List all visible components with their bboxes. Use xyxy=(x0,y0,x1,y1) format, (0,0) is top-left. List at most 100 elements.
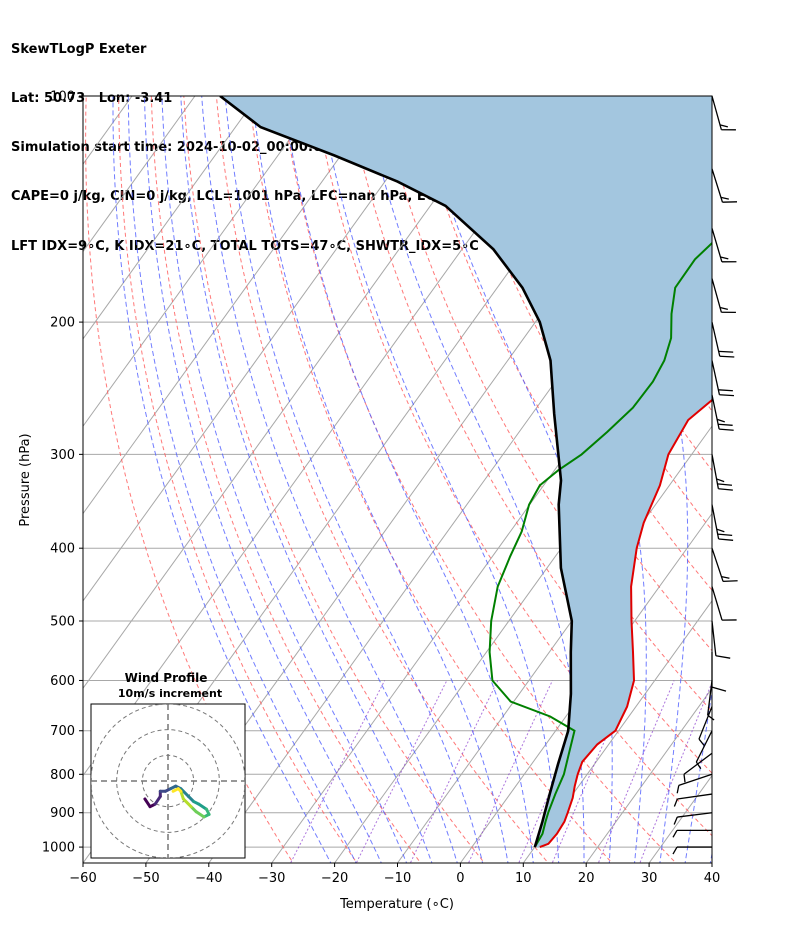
wind-barb-staff xyxy=(698,706,713,740)
wind-barb-flag xyxy=(673,816,678,825)
x-tick-label: −50 xyxy=(132,871,159,886)
wind-barb xyxy=(673,793,713,807)
x-tick-label: −10 xyxy=(384,871,411,886)
wind-barb-staff xyxy=(677,812,713,818)
y-tick-label: 300 xyxy=(50,448,75,463)
wind-barb-staff xyxy=(678,773,713,786)
temperature-line xyxy=(539,398,712,849)
y-tick-label: 1000 xyxy=(42,841,75,856)
wind-barb-flag xyxy=(717,533,733,537)
wind-barb-flag xyxy=(718,350,734,353)
wind-barb xyxy=(672,846,712,855)
moist-adiabat xyxy=(282,96,534,863)
dry-adiabat xyxy=(183,96,486,863)
wind-barb xyxy=(711,504,734,541)
y-tick-label: 400 xyxy=(50,542,75,557)
wind-barb-flag xyxy=(672,830,678,838)
x-tick-label: −20 xyxy=(321,871,348,886)
moist-adiabat xyxy=(362,96,585,863)
isotherm-line xyxy=(0,96,6,863)
mixing-ratio-line xyxy=(290,680,386,863)
wind-barb xyxy=(711,620,731,659)
moist-adiabat xyxy=(318,96,560,863)
chart-title: SkewTLogP Exeter xyxy=(11,41,147,57)
wind-barb-staff xyxy=(711,95,722,130)
isotherm-line xyxy=(775,96,794,863)
hodograph-inset: Wind Profile 10m/s increment xyxy=(90,671,246,859)
location-line: Lat: 50.73 Lon: -3.41 xyxy=(11,91,173,107)
dry-adiabat xyxy=(346,96,712,774)
wind-barb xyxy=(711,652,727,692)
hodograph-segment xyxy=(153,794,162,806)
wind-barb-staff xyxy=(711,228,723,263)
moist-adiabat xyxy=(112,96,332,863)
y-tick-label: 600 xyxy=(50,674,75,689)
wind-barbs xyxy=(672,95,738,855)
y-tick-label: 700 xyxy=(50,724,75,739)
moist-adiabat xyxy=(127,96,357,863)
hodograph-title: Wind Profile xyxy=(125,671,208,685)
wind-barb xyxy=(698,706,713,746)
wind-barb-flag xyxy=(721,576,730,579)
hodograph-segment xyxy=(179,787,191,798)
wind-barb-staff xyxy=(695,730,713,763)
grid-layer xyxy=(0,79,794,866)
wind-barb-flag xyxy=(719,124,729,128)
dewpoint-line xyxy=(488,241,712,848)
mixing-ratio-line xyxy=(467,680,553,863)
x-tick-label: 0 xyxy=(456,871,464,886)
wind-barb-flag xyxy=(719,306,729,311)
x-tick-label: 20 xyxy=(578,871,595,886)
wind-barb-flag xyxy=(718,488,733,491)
wind-barb-flag xyxy=(716,418,725,423)
moist-adiabat xyxy=(415,96,613,863)
wind-barb-flag xyxy=(673,798,678,807)
hodograph-body xyxy=(91,704,245,858)
wind-barb-flag xyxy=(711,686,727,692)
wind-barb-staff xyxy=(711,620,717,656)
isotherm-line xyxy=(83,96,196,253)
wind-barb-flag xyxy=(683,774,686,783)
hodograph-segment xyxy=(197,802,208,811)
wind-barb-staff xyxy=(683,752,713,775)
x-tick-label: −60 xyxy=(69,871,96,886)
hodograph-segment xyxy=(171,787,180,793)
mixing-ratio-line xyxy=(355,680,448,863)
wind-barb xyxy=(711,168,738,203)
wind-barb-staff xyxy=(677,793,713,800)
wind-barb-staff xyxy=(711,586,723,621)
y-tick-label: 900 xyxy=(50,806,75,821)
wind-barb-flag xyxy=(718,538,734,541)
moist-adiabat xyxy=(735,79,794,866)
wind-barb-staff xyxy=(711,168,724,203)
moist-adiabat xyxy=(143,96,382,863)
isotherm-line xyxy=(711,862,712,863)
series-layer xyxy=(219,96,712,849)
wind-barb-staff xyxy=(711,547,724,582)
hodograph-subtitle: 10m/s increment xyxy=(118,687,222,700)
wind-barb xyxy=(672,829,712,838)
wind-barb-flag xyxy=(698,738,705,746)
y-tick-label: 800 xyxy=(50,768,75,783)
wind-barb-flag xyxy=(716,478,725,483)
isotherm-line xyxy=(83,96,385,515)
wind-barb-staff xyxy=(711,360,721,395)
y-tick-label: 200 xyxy=(50,316,75,331)
indices-line: LFT IDX=9∘C, K IDX=21∘C, TOTAL TOTS=47∘C… xyxy=(11,238,479,254)
isotherm-line xyxy=(459,512,712,863)
wind-barb xyxy=(695,730,713,770)
wind-barb xyxy=(683,752,713,783)
isotherm-line xyxy=(522,600,712,863)
wind-barb-staff xyxy=(711,278,722,313)
dry-adiabat xyxy=(728,79,794,866)
x-tick-label: −30 xyxy=(258,871,285,886)
isotherm-line xyxy=(83,96,510,690)
x-tick-label: 30 xyxy=(641,871,658,886)
wind-barb-flag xyxy=(718,423,733,426)
moist-adiabat xyxy=(224,96,484,863)
hodograph-segment xyxy=(181,797,193,809)
moist-adiabat xyxy=(201,96,458,863)
isotherm-line xyxy=(83,96,447,602)
wind-barb xyxy=(711,547,738,583)
